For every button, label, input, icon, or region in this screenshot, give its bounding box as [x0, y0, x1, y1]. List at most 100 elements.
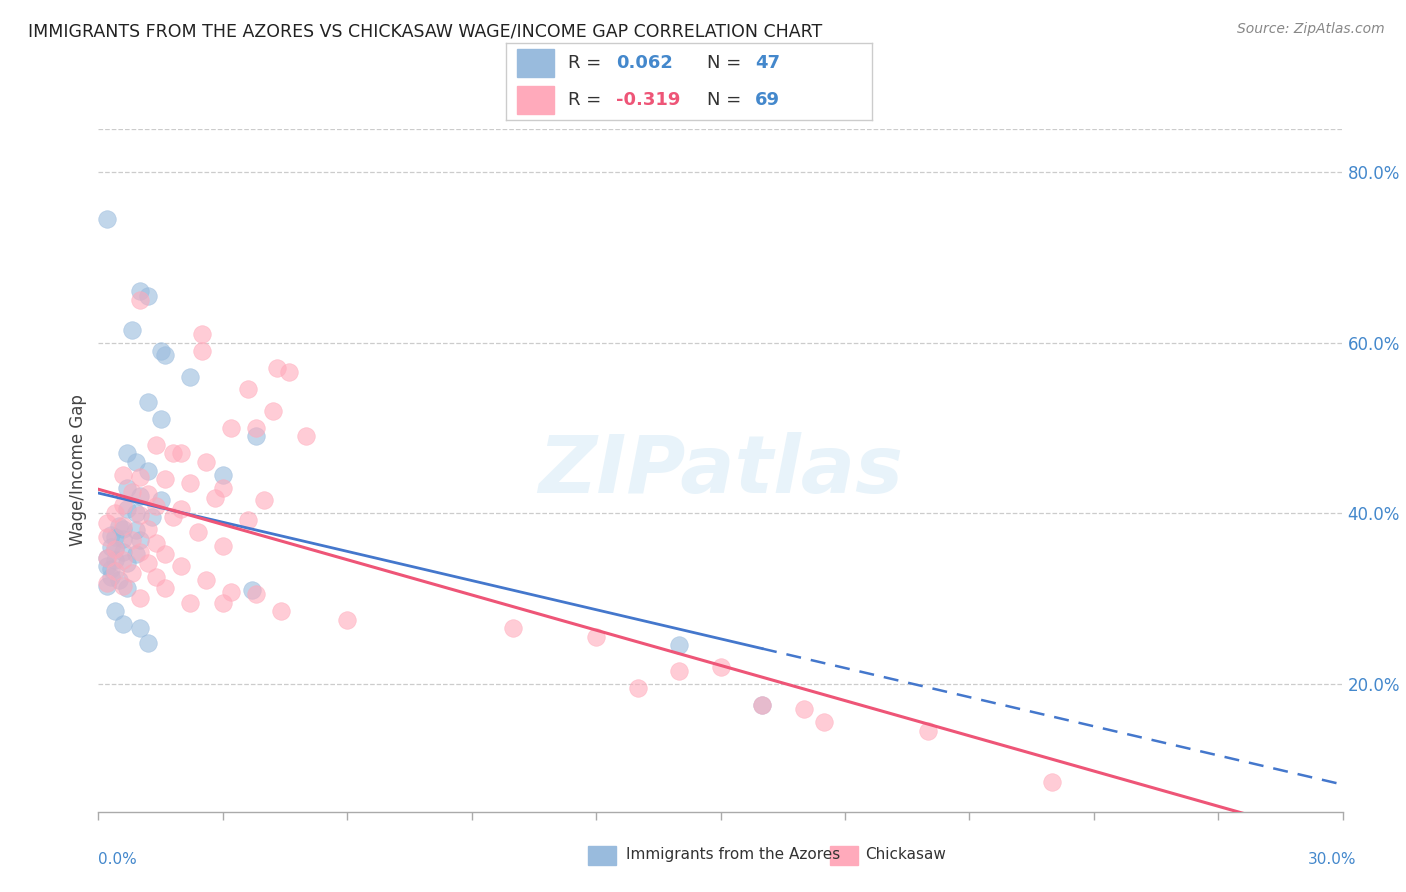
Point: [295, 429, 318, 443]
Point: [112, 544, 135, 558]
Point: [100, 527, 122, 541]
Point: [270, 604, 292, 618]
Point: [668, 639, 690, 653]
Point: [170, 559, 193, 574]
Point: [710, 659, 733, 673]
Point: [136, 522, 159, 536]
Point: [793, 702, 815, 716]
Text: 47: 47: [755, 54, 780, 72]
Point: [117, 556, 139, 570]
Point: [112, 498, 135, 512]
Point: [195, 455, 218, 469]
Point: [211, 481, 233, 495]
Point: [96, 550, 118, 565]
Point: [100, 541, 122, 555]
Point: [336, 613, 359, 627]
Point: [751, 698, 773, 712]
Point: [136, 464, 159, 478]
Point: [104, 604, 127, 618]
Point: [129, 470, 152, 484]
Point: [149, 412, 172, 426]
Text: 30.0%: 30.0%: [1309, 852, 1357, 867]
Bar: [588, 846, 616, 865]
Text: N =: N =: [707, 91, 747, 109]
Text: 69: 69: [755, 91, 780, 109]
Point: [112, 467, 135, 482]
Point: [153, 348, 176, 362]
Point: [104, 541, 127, 556]
Point: [245, 421, 267, 435]
Point: [100, 561, 122, 575]
Point: [121, 533, 143, 548]
Point: [204, 491, 226, 505]
Point: [236, 383, 259, 397]
Point: [96, 576, 118, 591]
Point: [191, 344, 214, 359]
Point: [96, 516, 118, 531]
Text: IMMIGRANTS FROM THE AZORES VS CHICKASAW WAGE/INCOME GAP CORRELATION CHART: IMMIGRANTS FROM THE AZORES VS CHICKASAW …: [28, 22, 823, 40]
Point: [129, 489, 152, 503]
Bar: [830, 846, 858, 865]
Point: [219, 421, 242, 435]
Point: [129, 533, 152, 548]
Point: [136, 395, 159, 409]
Point: [668, 664, 690, 678]
Point: [153, 547, 176, 561]
Point: [179, 369, 201, 384]
Point: [129, 293, 152, 307]
Text: ZIPatlas: ZIPatlas: [538, 432, 903, 509]
Point: [108, 519, 131, 533]
Point: [108, 573, 131, 587]
Point: [245, 429, 267, 443]
Point: [211, 596, 233, 610]
Point: [125, 523, 148, 537]
Point: [104, 506, 127, 520]
Point: [179, 596, 201, 610]
Point: [236, 513, 259, 527]
Text: 0.0%: 0.0%: [98, 852, 138, 867]
Point: [195, 573, 218, 587]
Point: [125, 506, 148, 520]
Point: [112, 579, 135, 593]
Point: [96, 211, 118, 226]
Point: [751, 698, 773, 712]
Point: [96, 579, 118, 593]
Point: [112, 617, 135, 632]
Point: [117, 581, 139, 595]
Text: R =: R =: [568, 54, 607, 72]
Point: [145, 500, 167, 514]
Point: [253, 493, 276, 508]
Point: [129, 621, 152, 635]
Point: [129, 285, 152, 299]
Point: [96, 559, 118, 574]
Bar: [517, 87, 554, 114]
Point: [104, 530, 127, 544]
Point: [153, 472, 176, 486]
Point: [145, 536, 167, 550]
Point: [100, 570, 122, 584]
Point: [278, 366, 301, 380]
Point: [179, 476, 201, 491]
Point: [112, 553, 135, 567]
Point: [104, 553, 127, 567]
Point: [149, 344, 172, 359]
Text: R =: R =: [568, 91, 607, 109]
Point: [121, 566, 143, 580]
Point: [104, 564, 127, 578]
Point: [145, 438, 167, 452]
Point: [162, 510, 184, 524]
Point: [136, 636, 159, 650]
Point: [129, 508, 152, 522]
Point: [117, 446, 139, 460]
Point: [211, 467, 233, 482]
Text: N =: N =: [707, 54, 747, 72]
Point: [262, 404, 284, 418]
Point: [191, 326, 214, 341]
Point: [153, 581, 176, 595]
Point: [96, 530, 118, 544]
Point: [121, 484, 143, 499]
Point: [502, 621, 524, 635]
Y-axis label: Wage/Income Gap: Wage/Income Gap: [69, 394, 87, 547]
Bar: [517, 49, 554, 77]
Point: [136, 288, 159, 302]
